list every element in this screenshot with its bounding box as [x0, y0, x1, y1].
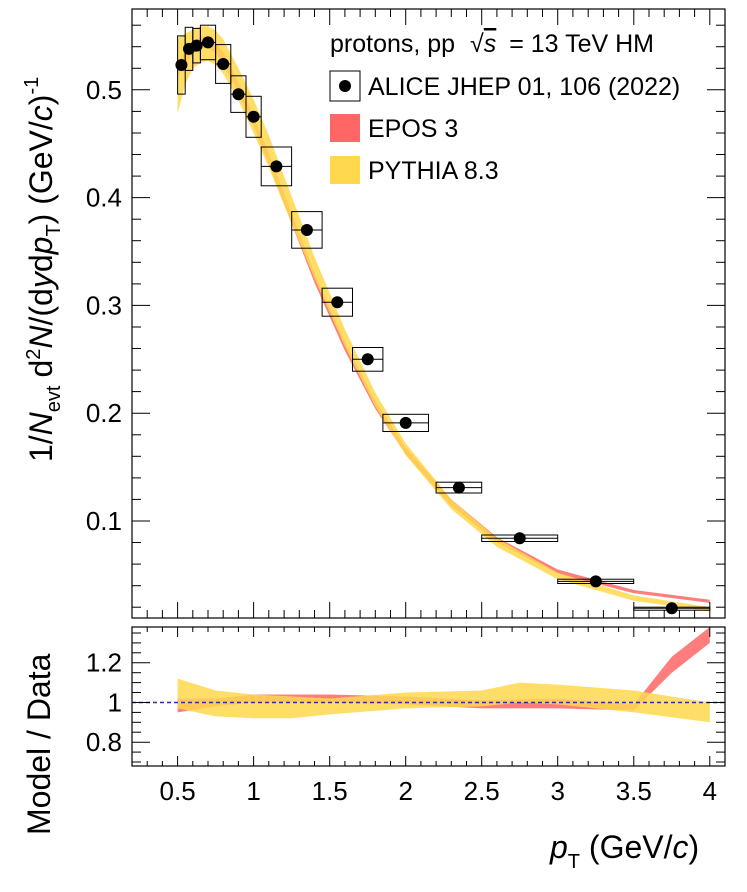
x-axis-title: pT (GeV/c): [549, 829, 699, 873]
legend-epos-swatch: [330, 114, 360, 142]
data-point-9: [331, 296, 344, 309]
pythia-8-3-ratio-band: [177, 678, 710, 723]
legend-pythia-swatch: [330, 156, 360, 184]
ratio-tick-label: 1.2: [86, 648, 122, 678]
y-tick-label: 0.3: [86, 290, 122, 320]
data-point-2: [190, 39, 203, 52]
y-tick-label: 0.4: [86, 183, 122, 213]
y-axis-title: 1/Nevtd2N/(dydpT) (GeV/c)-1: [21, 77, 65, 462]
legend: protons, pp √s = 13 TeV HM ALICE JHEP 01…: [329, 30, 680, 185]
data-point-5: [232, 88, 245, 101]
x-tick-label: 1: [246, 776, 260, 806]
legend-entry-alice: ALICE JHEP 01, 106 (2022): [368, 73, 680, 101]
ratio-tick-label: 1: [108, 688, 122, 718]
x-tick-label: 1.5: [312, 776, 348, 806]
data-point-13: [513, 532, 526, 545]
data-point-15: [665, 602, 678, 615]
data-points: [175, 24, 711, 615]
ratio-bands: [177, 627, 710, 723]
ratio-axis-title: Model / Data: [21, 653, 57, 835]
legend-header: protons, pp √s = 13 TeV HM: [330, 30, 654, 58]
legend-entry-epos: EPOS 3: [368, 115, 458, 143]
y-tick-label: 0.5: [86, 75, 122, 105]
data-point-12: [452, 481, 465, 494]
data-point-6: [247, 110, 260, 123]
y-tick-label: 0.2: [86, 398, 122, 428]
x-tick-label: 2.5: [464, 776, 500, 806]
data-point-10: [361, 353, 374, 366]
axis-ticks: [132, 9, 725, 766]
x-tick-label: 3: [550, 776, 564, 806]
legend-entry-pythia: PYTHIA 8.3: [368, 157, 499, 185]
x-tick-label: 2: [398, 776, 412, 806]
data-point-14: [589, 575, 602, 588]
tick-labels: 0.5 1 1.5 2 2.5 3 3.5 4 0.1 0.2 0.3 0.4 0.5 0.8 1 1.2: [86, 75, 717, 806]
x-tick-label: 4: [703, 776, 717, 806]
data-point-7: [270, 160, 283, 173]
x-tick-label: 3.5: [616, 776, 652, 806]
legend-data-marker-box: [329, 70, 361, 102]
data-point-0: [175, 59, 188, 71]
y-tick-label: 0.1: [86, 506, 122, 536]
x-tick-label: 0.5: [160, 776, 196, 806]
data-point-8: [300, 224, 313, 236]
data-point-3: [202, 36, 214, 49]
legend-data-marker: [339, 80, 351, 92]
data-point-4: [217, 58, 230, 70]
data-point-11: [399, 416, 412, 429]
ratio-tick-label: 0.8: [86, 727, 122, 757]
